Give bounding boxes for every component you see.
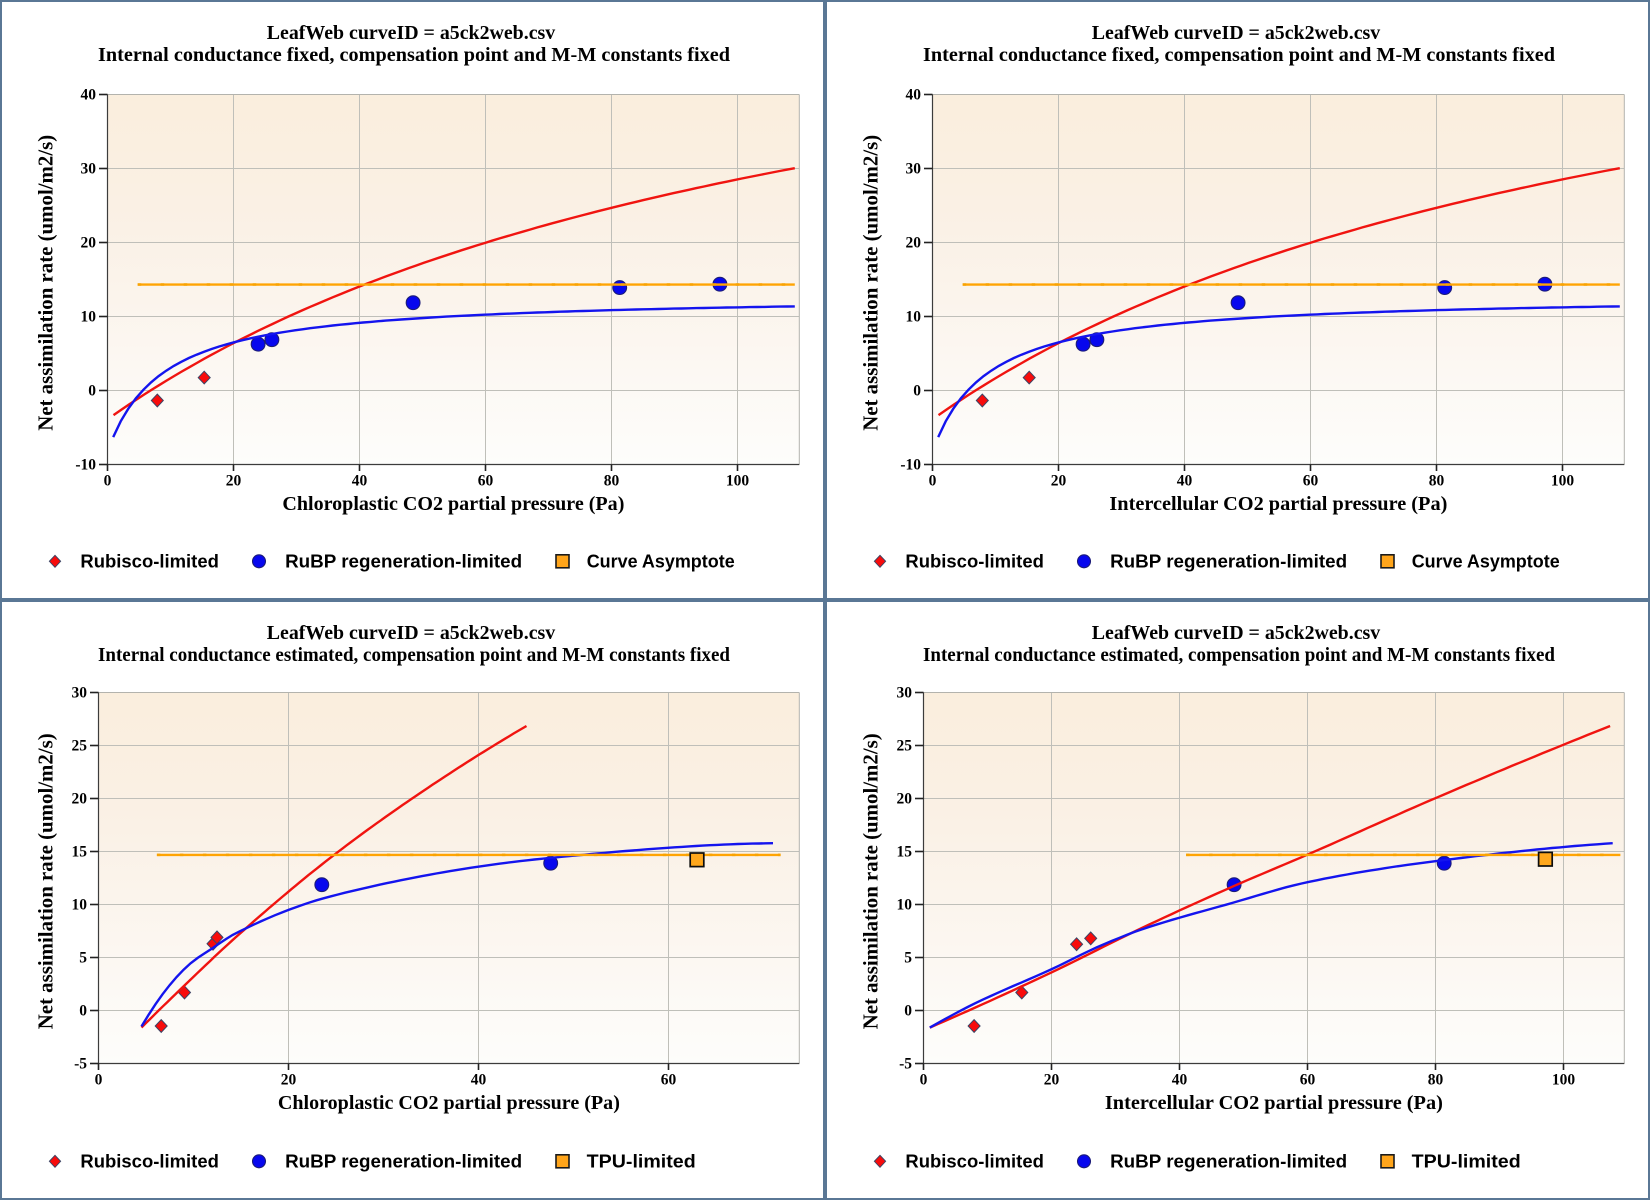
svg-text:Net assimilation rate (umol/m2: Net assimilation rate (umol/m2/s)	[859, 135, 883, 431]
svg-text:20: 20	[1044, 1072, 1060, 1089]
svg-text:RuBP regeneration-limited: RuBP regeneration-limited	[285, 551, 522, 572]
svg-text:40: 40	[906, 87, 922, 104]
svg-text:60: 60	[661, 1072, 677, 1089]
svg-text:30: 30	[906, 161, 922, 178]
svg-text:-10: -10	[900, 457, 921, 474]
svg-text:80: 80	[604, 473, 620, 490]
svg-text:0: 0	[913, 383, 921, 400]
svg-text:LeafWeb curveID = a5ck2web.csv: LeafWeb curveID = a5ck2web.csv	[1092, 22, 1381, 44]
svg-text:LeafWeb curveID = a5ck2web.csv: LeafWeb curveID = a5ck2web.csv	[1092, 622, 1381, 644]
svg-text:0: 0	[904, 1003, 912, 1020]
svg-text:20: 20	[897, 791, 913, 808]
svg-text:5: 5	[904, 950, 912, 967]
svg-text:100: 100	[726, 473, 750, 490]
svg-text:30: 30	[81, 161, 97, 178]
svg-text:0: 0	[920, 1072, 928, 1089]
svg-text:100: 100	[1552, 1072, 1576, 1089]
svg-text:100: 100	[1551, 473, 1575, 490]
svg-text:0: 0	[929, 473, 937, 490]
svg-text:0: 0	[95, 1072, 103, 1089]
svg-text:Internal conductance estimated: Internal conductance estimated, compensa…	[98, 644, 731, 666]
svg-text:-5: -5	[899, 1056, 912, 1073]
svg-text:LeafWeb curveID = a5ck2web.csv: LeafWeb curveID = a5ck2web.csv	[267, 22, 556, 44]
svg-text:Net assimilation rate (umol/m2: Net assimilation rate (umol/m2/s)	[34, 733, 58, 1029]
svg-text:RuBP regeneration-limited: RuBP regeneration-limited	[1110, 551, 1347, 572]
svg-text:20: 20	[906, 235, 922, 252]
svg-text:TPU-limited: TPU-limited	[587, 1151, 696, 1172]
svg-text:40: 40	[471, 1072, 487, 1089]
svg-text:0: 0	[104, 473, 112, 490]
svg-text:60: 60	[1300, 1072, 1316, 1089]
svg-text:10: 10	[81, 309, 97, 326]
svg-text:Internal conductance estimated: Internal conductance estimated, compensa…	[923, 644, 1556, 666]
svg-text:20: 20	[1051, 473, 1067, 490]
svg-text:TPU-limited: TPU-limited	[1412, 1151, 1521, 1172]
svg-text:10: 10	[897, 897, 913, 914]
svg-text:60: 60	[1303, 473, 1319, 490]
svg-text:Curve Asymptote: Curve Asymptote	[587, 551, 735, 572]
svg-text:40: 40	[1177, 473, 1193, 490]
svg-text:-10: -10	[75, 457, 96, 474]
svg-text:-5: -5	[74, 1056, 87, 1073]
svg-text:10: 10	[906, 309, 922, 326]
svg-text:Internal conductance fixed, co: Internal conductance fixed, compensation…	[923, 44, 1556, 66]
svg-text:10: 10	[72, 897, 88, 914]
svg-text:Chloroplastic CO2 partial pres: Chloroplastic CO2 partial pressure (Pa)	[278, 1092, 620, 1114]
svg-text:20: 20	[281, 1072, 297, 1089]
svg-text:25: 25	[72, 738, 88, 755]
svg-text:30: 30	[897, 685, 913, 702]
svg-text:Net assimilation rate (umol/m2: Net assimilation rate (umol/m2/s)	[859, 733, 883, 1029]
svg-text:Rubisco-limited: Rubisco-limited	[80, 1151, 219, 1172]
svg-text:15: 15	[72, 844, 88, 861]
svg-text:5: 5	[79, 950, 87, 967]
svg-text:40: 40	[352, 473, 368, 490]
svg-text:80: 80	[1429, 473, 1445, 490]
svg-text:Rubisco-limited: Rubisco-limited	[80, 551, 219, 572]
svg-text:80: 80	[1428, 1072, 1444, 1089]
svg-text:RuBP regeneration-limited: RuBP regeneration-limited	[1110, 1151, 1347, 1172]
svg-text:Rubisco-limited: Rubisco-limited	[905, 1151, 1044, 1172]
svg-text:20: 20	[81, 235, 97, 252]
svg-text:Intercellular CO2 partial pres: Intercellular CO2 partial pressure (Pa)	[1105, 1092, 1443, 1114]
svg-text:0: 0	[88, 383, 96, 400]
svg-text:RuBP regeneration-limited: RuBP regeneration-limited	[285, 1151, 522, 1172]
svg-text:Internal conductance fixed, co: Internal conductance fixed, compensation…	[98, 44, 731, 66]
svg-text:Chloroplastic CO2 partial pres: Chloroplastic CO2 partial pressure (Pa)	[282, 493, 624, 515]
svg-text:60: 60	[478, 473, 494, 490]
svg-text:0: 0	[79, 1003, 87, 1020]
svg-text:Curve Asymptote: Curve Asymptote	[1412, 551, 1560, 572]
svg-text:15: 15	[897, 844, 913, 861]
svg-text:Intercellular CO2 partial pres: Intercellular CO2 partial pressure (Pa)	[1109, 493, 1447, 515]
svg-text:LeafWeb curveID = a5ck2web.csv: LeafWeb curveID = a5ck2web.csv	[267, 622, 556, 644]
svg-text:Net assimilation rate (umol/m2: Net assimilation rate (umol/m2/s)	[34, 135, 58, 431]
svg-text:20: 20	[72, 791, 88, 808]
svg-text:25: 25	[897, 738, 913, 755]
svg-text:20: 20	[226, 473, 242, 490]
svg-text:40: 40	[81, 87, 97, 104]
svg-text:40: 40	[1172, 1072, 1188, 1089]
svg-text:30: 30	[72, 685, 88, 702]
svg-text:Rubisco-limited: Rubisco-limited	[905, 551, 1044, 572]
